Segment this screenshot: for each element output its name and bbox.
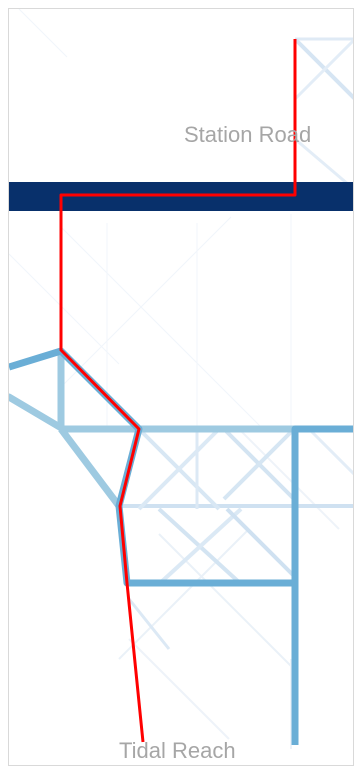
network-line bbox=[222, 427, 296, 501]
map-canvas[interactable] bbox=[9, 9, 354, 766]
network-line bbox=[60, 226, 262, 428]
network-line bbox=[58, 426, 122, 509]
network-line bbox=[128, 638, 230, 740]
network-line bbox=[137, 427, 221, 511]
network-line bbox=[127, 598, 171, 650]
map-view[interactable] bbox=[8, 8, 354, 766]
network-line bbox=[60, 216, 232, 388]
origin-label: Station Road bbox=[184, 122, 312, 147]
network-line bbox=[9, 253, 120, 365]
network-line bbox=[238, 428, 340, 530]
network-line bbox=[18, 9, 68, 58]
network-line bbox=[291, 425, 353, 745]
faint-network-lines bbox=[9, 9, 340, 749]
network-line bbox=[158, 533, 292, 667]
network-line bbox=[307, 427, 353, 476]
network-line bbox=[118, 528, 250, 660]
network-line bbox=[9, 393, 67, 433]
network-line bbox=[225, 507, 296, 578]
light-network-lines bbox=[117, 37, 353, 650]
network-line bbox=[157, 507, 243, 586]
network-line bbox=[9, 347, 295, 587]
route-line bbox=[59, 39, 297, 743]
network-line bbox=[293, 38, 353, 101]
destination-label: Tidal Reach bbox=[119, 738, 236, 763]
network-line bbox=[294, 137, 350, 187]
